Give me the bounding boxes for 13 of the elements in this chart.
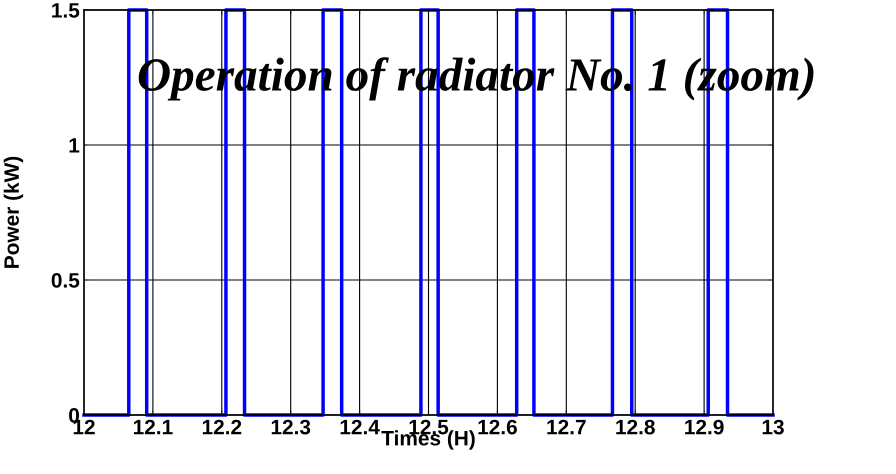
x-tick-label: 12.1 (134, 420, 173, 434)
x-tick-label: 12.3 (272, 420, 310, 434)
x-tick-label: 12.6 (478, 420, 517, 434)
x-tick-label: 12.9 (685, 420, 724, 434)
y-tick-label: 1 (70, 138, 80, 153)
x-tick-label: 12.2 (202, 420, 242, 434)
x-tick-label: 12.7 (547, 420, 586, 434)
y-axis-title: Power (kW) (4, 156, 24, 268)
x-tick-label: 12.4 (340, 420, 380, 434)
x-tick-label: 12.8 (616, 420, 655, 434)
x-tick-label: 13 (762, 420, 784, 434)
y-tick-label: 1.5 (52, 3, 80, 18)
y-tick-label: 0.5 (52, 273, 80, 288)
